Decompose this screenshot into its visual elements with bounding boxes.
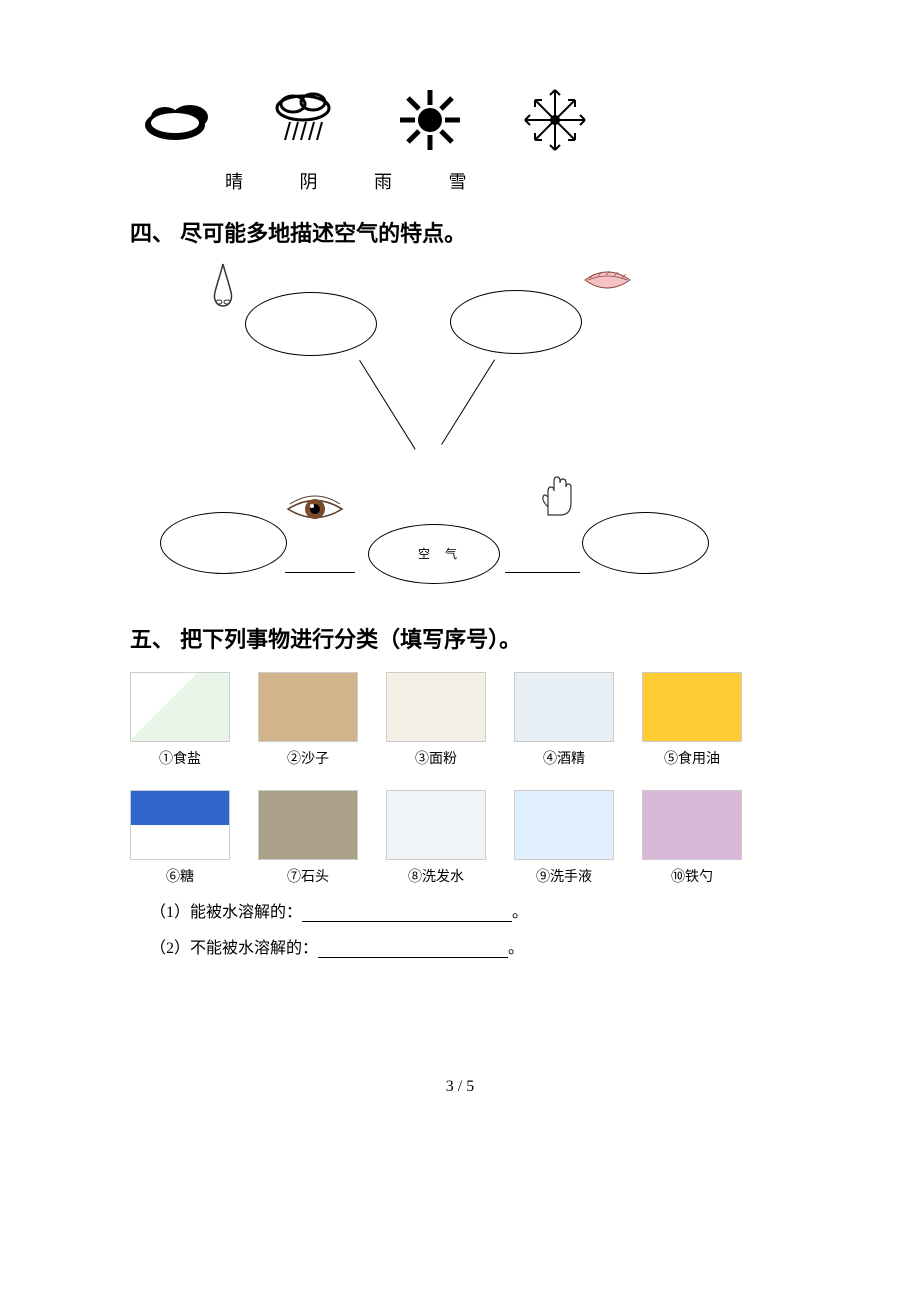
item-label: ③面粉 <box>386 748 486 768</box>
air-answer-oval-eye[interactable] <box>160 512 287 574</box>
diagram-line <box>359 360 415 450</box>
q2-blank[interactable] <box>318 939 508 958</box>
diagram-line <box>441 359 495 444</box>
item-label: ①食盐 <box>130 748 230 768</box>
nose-icon <box>205 262 241 317</box>
hand-icon <box>540 467 574 522</box>
classify-item: ⑤食用油 <box>642 672 742 768</box>
classify-item: ⑧洗发水 <box>386 790 486 886</box>
item-thumbnail <box>514 790 614 860</box>
item-label: ⑧洗发水 <box>386 866 486 886</box>
question-1: （1）能被水溶解的： 。 <box>150 898 790 922</box>
section-5-heading: 五、 把下列事物进行分类（填写序号）。 <box>130 622 790 654</box>
item-label: ⑩铁勺 <box>642 866 742 886</box>
q1-blank[interactable] <box>302 903 512 922</box>
classify-item: ④酒精 <box>514 672 614 768</box>
section-4-heading: 四、 尽可能多地描述空气的特点。 <box>130 216 790 248</box>
classify-item: ⑥糖 <box>130 790 230 886</box>
air-blank-line <box>505 572 580 573</box>
air-center-label: 空 气 <box>418 545 463 562</box>
snow-icon <box>515 90 595 150</box>
classify-item: ②沙子 <box>258 672 358 768</box>
mouth-icon <box>580 262 635 305</box>
weather-labels: 晴 阴 雨 雪 <box>225 168 790 194</box>
item-thumbnail <box>258 790 358 860</box>
air-answer-oval-hand[interactable] <box>582 512 709 574</box>
item-thumbnail <box>130 672 230 742</box>
cloudy-icon <box>140 90 220 150</box>
classify-item: ⑦石头 <box>258 790 358 886</box>
q1-prefix: （1）能被水溶解的： <box>150 904 302 921</box>
item-thumbnail <box>386 672 486 742</box>
classify-item: ①食盐 <box>130 672 230 768</box>
worksheet-page: 晴 阴 雨 雪 四、 尽可能多地描述空气的特点。 <box>0 0 920 1146</box>
rain-icon <box>265 90 345 150</box>
classify-item: ③面粉 <box>386 672 486 768</box>
item-label: ②沙子 <box>258 748 358 768</box>
item-thumbnail <box>514 672 614 742</box>
items-row-1: ①食盐 ②沙子 ③面粉 ④酒精 ⑤食用油 <box>130 672 790 768</box>
question-2: （2）不能被水溶解的： 。 <box>150 934 790 958</box>
items-grid: ①食盐 ②沙子 ③面粉 ④酒精 ⑤食用油 ⑥糖 ⑦石头 ⑧洗发水 ⑨洗手液 ⑩铁勺 <box>130 672 790 886</box>
air-answer-oval-nose[interactable] <box>245 292 377 356</box>
classify-item: ⑨洗手液 <box>514 790 614 886</box>
q2-suffix: 。 <box>508 940 524 957</box>
item-label: ④酒精 <box>514 748 614 768</box>
item-label: ⑨洗手液 <box>514 866 614 886</box>
item-thumbnail <box>386 790 486 860</box>
item-label: ⑥糖 <box>130 866 230 886</box>
air-blank-line <box>285 572 355 573</box>
air-characteristics-diagram: 空 气 <box>150 262 750 602</box>
item-thumbnail <box>642 790 742 860</box>
item-thumbnail <box>130 790 230 860</box>
air-answer-oval-mouth[interactable] <box>450 290 582 354</box>
eye-icon <box>285 492 345 531</box>
q2-prefix: （2）不能被水溶解的： <box>150 940 318 957</box>
items-row-2: ⑥糖 ⑦石头 ⑧洗发水 ⑨洗手液 ⑩铁勺 <box>130 790 790 886</box>
sun-icon <box>390 90 470 150</box>
q1-suffix: 。 <box>512 904 528 921</box>
classify-item: ⑩铁勺 <box>642 790 742 886</box>
item-label: ⑤食用油 <box>642 748 742 768</box>
item-label: ⑦石头 <box>258 866 358 886</box>
item-thumbnail <box>258 672 358 742</box>
weather-icon-row <box>140 90 790 150</box>
page-number: 3 / 5 <box>130 1078 790 1096</box>
item-thumbnail <box>642 672 742 742</box>
